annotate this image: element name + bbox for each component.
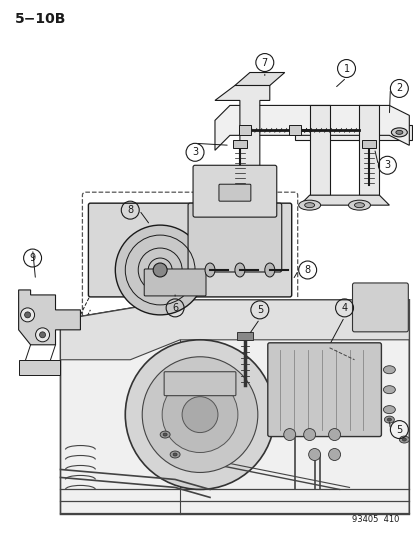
Polygon shape xyxy=(233,140,246,148)
Ellipse shape xyxy=(401,438,405,441)
FancyBboxPatch shape xyxy=(164,372,235,395)
Ellipse shape xyxy=(170,451,180,458)
Polygon shape xyxy=(299,195,389,205)
FancyBboxPatch shape xyxy=(88,203,291,297)
Text: 1: 1 xyxy=(343,63,349,74)
Polygon shape xyxy=(60,300,408,514)
FancyBboxPatch shape xyxy=(218,184,250,201)
Ellipse shape xyxy=(204,263,214,277)
Ellipse shape xyxy=(298,200,320,210)
Text: 5: 5 xyxy=(256,305,262,315)
Polygon shape xyxy=(362,140,375,148)
Ellipse shape xyxy=(382,406,394,414)
Ellipse shape xyxy=(234,263,244,277)
Circle shape xyxy=(125,340,274,489)
FancyBboxPatch shape xyxy=(192,165,276,217)
Circle shape xyxy=(162,377,237,453)
Circle shape xyxy=(328,429,340,441)
Text: 2: 2 xyxy=(395,84,401,93)
Ellipse shape xyxy=(382,386,394,394)
Ellipse shape xyxy=(387,418,390,421)
Polygon shape xyxy=(19,290,80,345)
Ellipse shape xyxy=(384,416,394,423)
FancyBboxPatch shape xyxy=(188,203,281,272)
Circle shape xyxy=(328,449,340,461)
Ellipse shape xyxy=(163,433,167,436)
Text: 9: 9 xyxy=(29,253,36,263)
Polygon shape xyxy=(214,85,269,180)
Circle shape xyxy=(36,328,50,342)
Ellipse shape xyxy=(395,131,402,134)
Ellipse shape xyxy=(153,263,167,277)
Text: 3: 3 xyxy=(383,160,389,170)
Circle shape xyxy=(308,449,320,461)
Text: 7: 7 xyxy=(261,58,267,68)
Ellipse shape xyxy=(173,453,177,456)
Text: 3: 3 xyxy=(192,147,198,157)
Polygon shape xyxy=(358,106,378,195)
Circle shape xyxy=(182,397,217,433)
Polygon shape xyxy=(60,300,408,360)
Text: 5−10B: 5−10B xyxy=(14,12,66,26)
Text: 8: 8 xyxy=(127,205,133,215)
Ellipse shape xyxy=(382,366,394,374)
Ellipse shape xyxy=(115,225,204,315)
Text: 93405  410: 93405 410 xyxy=(351,515,399,524)
Circle shape xyxy=(283,429,295,441)
Ellipse shape xyxy=(354,203,363,208)
Polygon shape xyxy=(19,360,60,375)
Circle shape xyxy=(142,357,257,472)
Ellipse shape xyxy=(264,263,274,277)
Polygon shape xyxy=(234,72,284,85)
Circle shape xyxy=(40,332,45,338)
Ellipse shape xyxy=(160,431,170,438)
Text: 4: 4 xyxy=(341,303,347,313)
Circle shape xyxy=(21,308,35,322)
Text: 8: 8 xyxy=(304,265,310,275)
Ellipse shape xyxy=(390,128,406,137)
Ellipse shape xyxy=(348,200,370,210)
Polygon shape xyxy=(309,106,329,195)
Text: 6: 6 xyxy=(172,303,178,313)
Circle shape xyxy=(303,429,315,441)
Circle shape xyxy=(24,312,31,318)
Text: 5: 5 xyxy=(395,425,401,434)
Polygon shape xyxy=(236,332,252,340)
Polygon shape xyxy=(214,106,408,150)
Polygon shape xyxy=(238,125,250,135)
FancyBboxPatch shape xyxy=(267,343,380,437)
FancyBboxPatch shape xyxy=(351,283,407,332)
Polygon shape xyxy=(288,125,300,135)
Polygon shape xyxy=(294,125,411,140)
Ellipse shape xyxy=(304,203,314,208)
FancyBboxPatch shape xyxy=(144,269,206,296)
Ellipse shape xyxy=(399,436,408,443)
